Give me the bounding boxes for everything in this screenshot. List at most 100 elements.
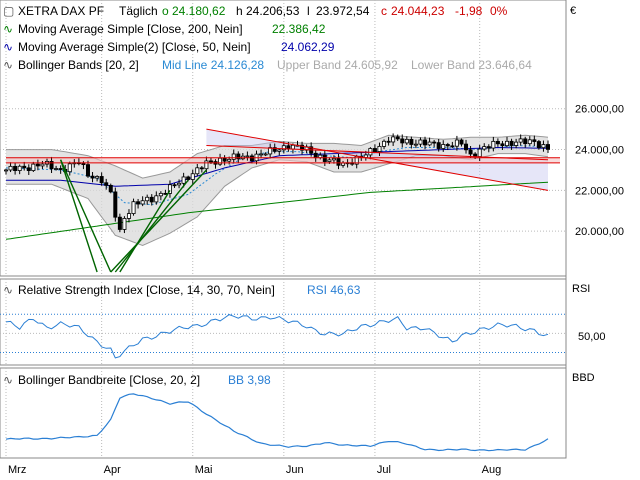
candle-body [377,145,382,152]
legend-ma200[interactable]: ∿ Moving Average Simple [Close, 200, Nei… [3,22,326,36]
trend-line [59,159,98,273]
line-icon: ∿ [3,40,13,54]
rsi-title[interactable]: ∿ Relative Strength Index [Close, 14, 30… [3,283,361,297]
candle-body [17,165,22,171]
candle-body [464,143,469,151]
candle-body [172,184,177,187]
candle-body [400,138,405,144]
ma200-line [5,181,549,240]
bollinger-band-fill [6,135,548,246]
candle-body [491,140,496,149]
candle-body [454,139,459,147]
candle-body [445,144,450,147]
candle-body [300,144,305,151]
candle-body [313,152,318,159]
bbw-title[interactable]: ∿ Bollinger Bandbreite [Close, 20, 2] BB… [3,373,271,387]
candle-body [322,154,327,162]
line-icon: ∿ [3,22,13,36]
change-pct: 0% [490,4,508,18]
x-tick-label: Aug [482,464,502,476]
candle-body [259,153,264,156]
drawings-layer [6,128,560,273]
candle-body [500,143,505,147]
header-row: ▢ XETRA DAX PF Täglich o 24.180,62 h 24.… [3,4,508,18]
candle-body [536,141,541,149]
candle-body [35,163,40,167]
candle-body [236,153,241,160]
grid-layer [0,0,566,458]
price-y-axis: 26.000,00 24.000,00 22.000,00 20.000,00 [575,104,624,238]
y-tick-label: 20.000,00 [575,226,624,238]
candle-body [126,213,131,219]
candle-body [427,141,432,146]
candle-body [231,153,236,160]
open-value: 24.180,62 [172,4,226,18]
subpanel-lines-layer [5,314,549,452]
candle-body [95,176,100,179]
high-value: 24.206,53 [246,4,300,18]
candle-body [290,144,295,150]
candle-body [131,201,136,214]
candle-body [368,148,373,156]
candle-body [136,201,141,205]
candle-body [441,144,446,149]
rsi-panel[interactable] [0,278,567,366]
candle-body [436,142,441,149]
trend-line [110,169,207,273]
candle-body [40,163,45,167]
ma50-line [6,146,549,187]
rsi-axis-label: RSI [572,283,590,295]
candle-body [190,173,195,180]
legend-ma50[interactable]: ∿ Moving Average Simple(2) [Close, 50, N… [3,40,335,54]
candle-body [90,175,95,179]
candle-body [432,141,437,144]
legend-bollinger[interactable]: ∿ Bollinger Bands [20, 2] Mid Line 24.12… [3,58,532,72]
candle-body [546,144,551,150]
candle-body [382,140,387,147]
chevron-icon: ▢ [3,4,14,18]
candle-body [122,218,127,230]
candle-body [514,141,519,146]
candle-body [477,148,482,157]
candle-body [532,139,537,142]
x-axis: Mrz Apr Mai Jun Jul Aug [8,464,501,476]
candle-body [222,157,227,162]
candle-body [218,157,223,165]
candle-body [8,165,13,171]
candle-body [26,167,31,171]
x-tick-label: Jul [377,464,391,476]
candle-body [195,167,200,175]
bbw-panel[interactable] [0,367,567,459]
candle-body [58,168,63,170]
candle-body [277,149,282,152]
bollinger-mid-line [5,144,549,206]
candle-body [99,176,104,184]
candle-body [158,192,163,197]
candle-body [108,184,113,193]
candle-body [181,176,186,184]
candle-body [263,153,268,156]
candle-body [67,163,72,173]
candle-body [186,176,191,180]
candle-body [227,158,232,162]
indicator-lines-layer [5,144,549,240]
candle-body [154,195,159,203]
close-value: 24.044,23 [391,4,445,18]
candle-body [117,216,122,230]
line-icon: ∿ [3,58,13,72]
candle-body [459,139,464,145]
candle-body [423,139,428,146]
symbol-label: XETRA DAX PF [18,4,104,18]
candle-body [523,138,528,145]
candle-body [327,159,332,162]
candle-body [22,165,27,169]
currency-symbol: € [570,5,576,17]
bbw-axis-label: BBD [572,372,595,384]
candle-body [482,146,487,150]
y-tick-label: 24.000,00 [575,145,624,157]
candle-body [450,145,455,148]
candle-body [486,146,491,149]
candle-body [140,200,145,205]
candle-body [527,139,532,145]
